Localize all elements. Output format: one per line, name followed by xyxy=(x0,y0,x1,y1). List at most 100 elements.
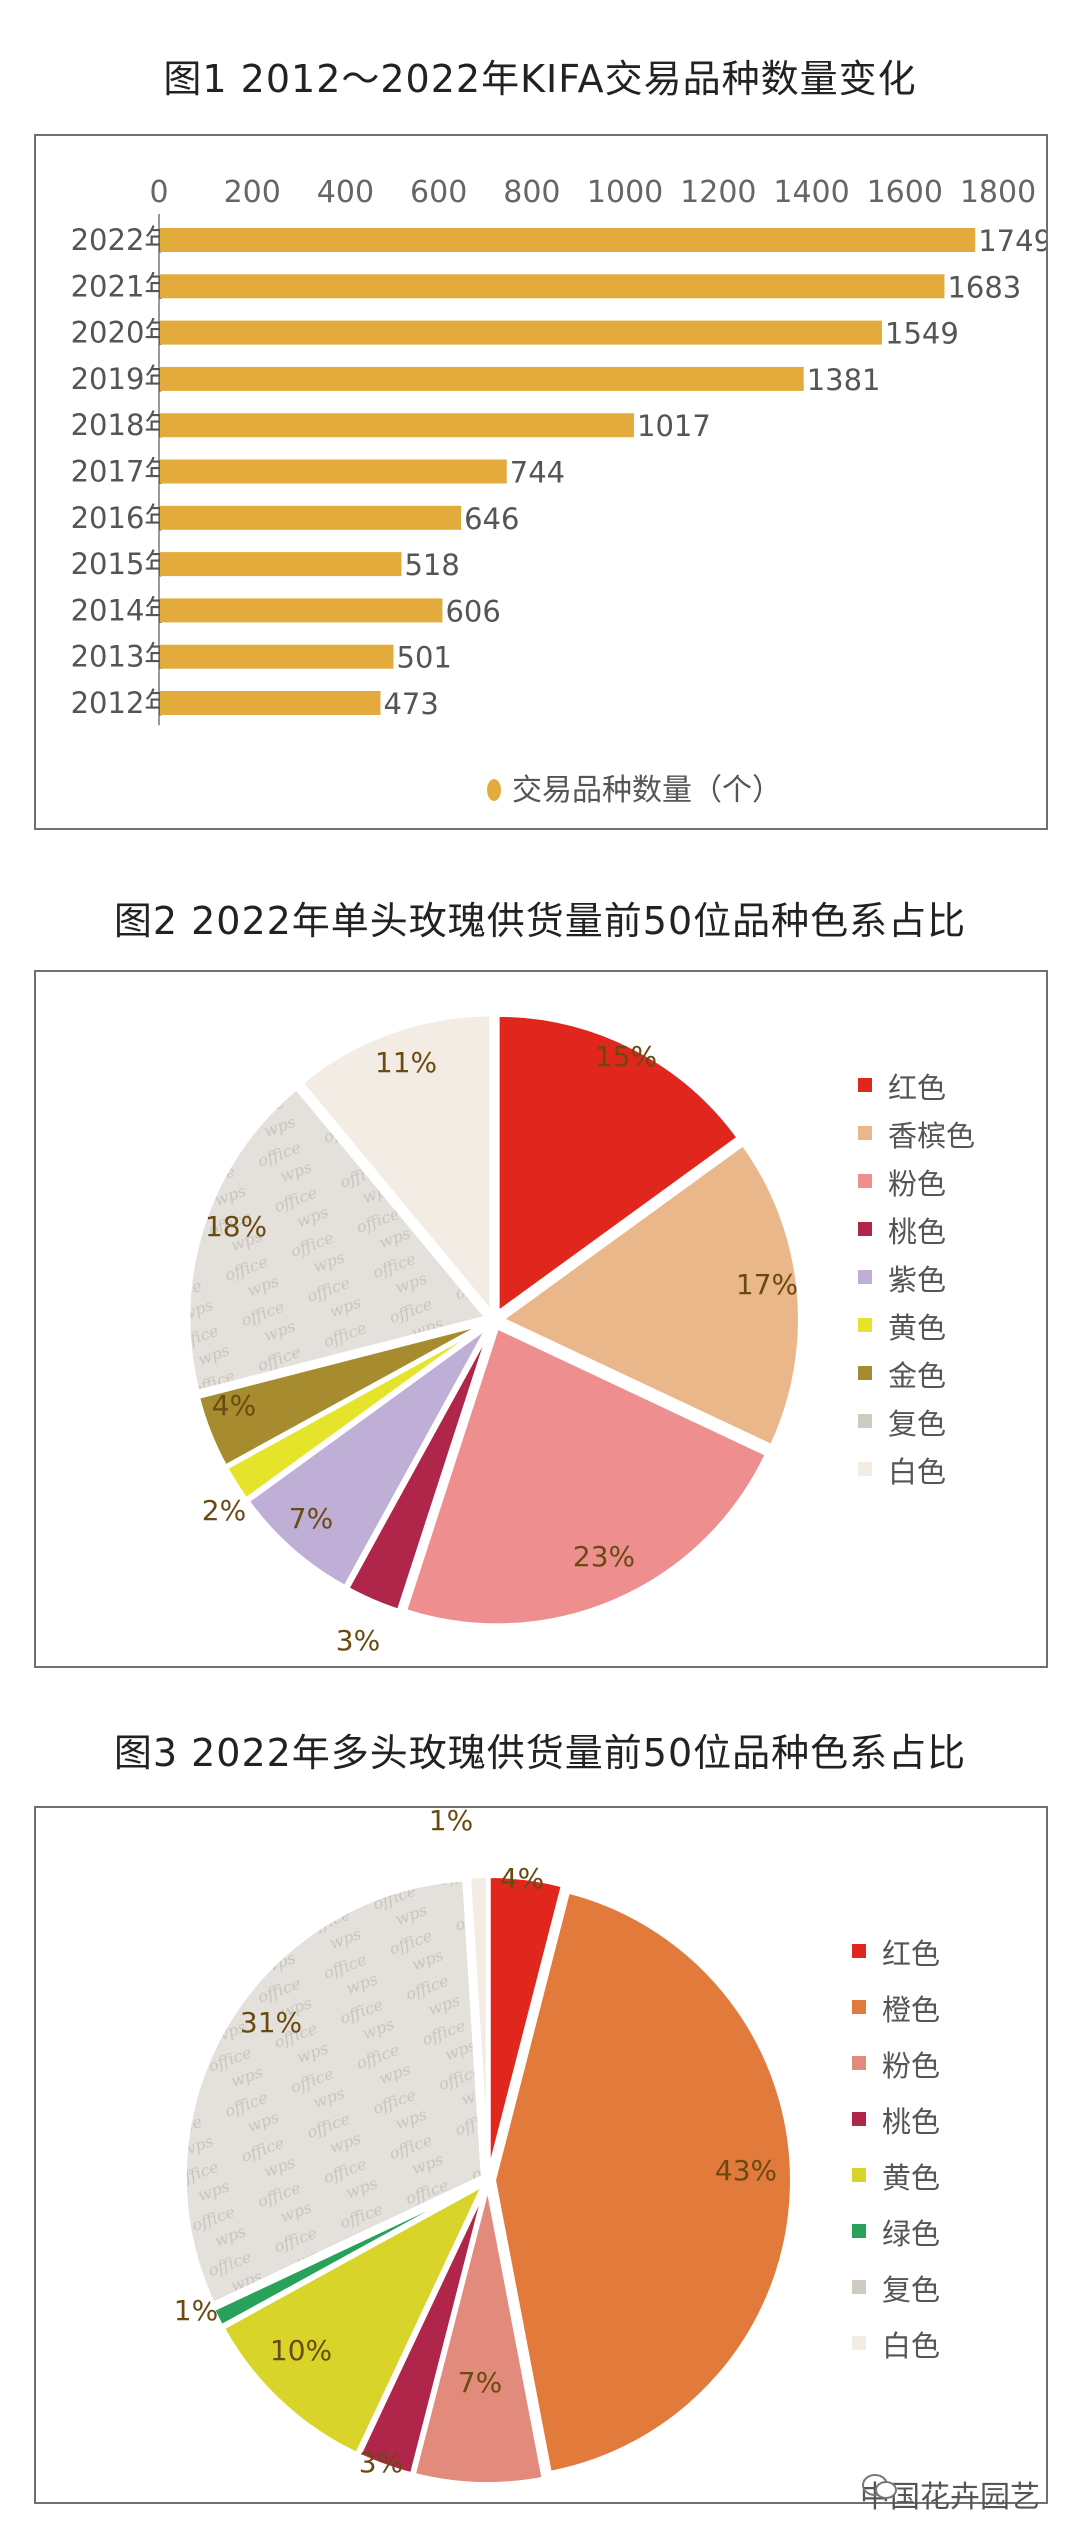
legend-swatch xyxy=(858,1174,872,1188)
category-label: 2022年 xyxy=(71,223,174,257)
legend-swatch xyxy=(852,1944,866,1958)
slice-label: 11% xyxy=(375,1046,437,1079)
slice-label: 18% xyxy=(205,1210,267,1243)
bar-value-label: 1381 xyxy=(807,363,881,397)
legend-label: 绿色 xyxy=(882,2217,940,2251)
legend-swatch xyxy=(858,1414,872,1428)
pie-slice xyxy=(244,1324,491,1590)
pie-slice xyxy=(498,1141,802,1449)
legend-swatch xyxy=(858,1222,872,1236)
slice-label: 31% xyxy=(240,2006,302,2039)
chart1-title: 图1 2012～2022年KIFA交易品种数量变化 xyxy=(163,57,917,101)
legend-label: 复色 xyxy=(888,1407,946,1441)
bar-value-label: 1017 xyxy=(637,409,711,443)
legend-label: 金色 xyxy=(888,1359,946,1393)
legend-label: 桃色 xyxy=(882,2105,940,2139)
pie-slice xyxy=(298,1012,494,1319)
legend-swatch xyxy=(852,2000,866,2014)
pie-chart-multi-head: officewps4%43%7%3%10%1%31%1%红色橙色粉色桃色黄色绿色… xyxy=(174,1808,940,2486)
bar-value-label: 1549 xyxy=(885,317,959,351)
legend-label: 粉色 xyxy=(882,2049,940,2083)
category-label: 2014年 xyxy=(71,593,174,627)
legend-swatch xyxy=(858,1270,872,1284)
legend-marker xyxy=(487,779,501,801)
legend-swatch xyxy=(858,1078,872,1092)
x-tick-label: 200 xyxy=(224,175,281,210)
bar-value-label: 1749 xyxy=(978,224,1046,258)
bar-value-label: 606 xyxy=(445,594,500,628)
legend-swatch xyxy=(858,1126,872,1140)
slice-label: 43% xyxy=(715,2154,777,2187)
category-label: 2019年 xyxy=(71,362,174,396)
category-label: 2021年 xyxy=(71,269,174,303)
legend-label: 黄色 xyxy=(888,1311,946,1345)
x-tick-label: 1000 xyxy=(587,175,663,210)
legend-label: 紫色 xyxy=(888,1263,946,1297)
legend-label: 复色 xyxy=(882,2273,940,2307)
chart3-title: 图3 2022年多头玫瑰供货量前50位品种色系占比 xyxy=(113,1731,967,1775)
bar-value-label: 473 xyxy=(383,687,438,721)
legend-swatch xyxy=(858,1366,872,1380)
slice-label: 3% xyxy=(336,1624,380,1657)
slice-label: 4% xyxy=(212,1389,256,1422)
pie-chart-single-head: officewps15%17%23%3%7%2%4%18%11%红色香槟色粉色桃… xyxy=(186,1012,975,1657)
bar xyxy=(160,644,394,669)
legend-label: 黄色 xyxy=(882,2161,940,2195)
slice-label: 10% xyxy=(270,2334,332,2367)
x-tick-label: 1200 xyxy=(680,175,756,210)
pie-slice xyxy=(356,2184,488,2477)
legend-swatch xyxy=(858,1318,872,1332)
bar xyxy=(160,505,462,530)
category-label: 2012年 xyxy=(71,686,174,720)
bar-value-label: 518 xyxy=(404,548,459,582)
chart2-title: 图2 2022年单头玫瑰供货量前50位品种色系占比 xyxy=(113,899,967,943)
legend-swatch xyxy=(852,2056,866,2070)
category-label: 2013年 xyxy=(71,640,174,674)
bar xyxy=(160,413,635,438)
slice-label: 1% xyxy=(429,1808,473,1837)
pie-slice xyxy=(411,2185,546,2486)
category-label: 2017年 xyxy=(71,455,174,489)
bar xyxy=(160,228,976,252)
slice-label: 7% xyxy=(458,2366,502,2399)
legend-label: 橙色 xyxy=(882,1993,940,2027)
slice-label: 23% xyxy=(573,1540,635,1573)
legend-swatch xyxy=(852,2224,866,2238)
slice-label: 4% xyxy=(500,1862,544,1895)
bar-value-label: 744 xyxy=(510,456,565,490)
legend-swatch xyxy=(852,2336,866,2350)
legend-label: 香槟色 xyxy=(888,1119,975,1153)
pie-slice xyxy=(402,1324,770,1628)
pie-slice xyxy=(344,1326,493,1614)
slice-label: 17% xyxy=(736,1268,798,1301)
x-tick-label: 1800 xyxy=(960,175,1036,210)
pie-slice xyxy=(466,1874,490,2175)
bar xyxy=(160,366,804,391)
category-label: 2020年 xyxy=(71,316,174,350)
bar xyxy=(160,552,402,577)
x-tick-label: 400 xyxy=(317,175,374,210)
slice-label: 15% xyxy=(595,1040,657,1073)
pie-slice xyxy=(210,2180,484,2330)
category-label: 2015年 xyxy=(71,547,174,581)
x-tick-label: 800 xyxy=(503,175,560,210)
bar-chart: 0 200 400 600 800 1000 1200 1400 1600 1800 2022年 17… xyxy=(71,175,1046,808)
legend-label: 桃色 xyxy=(888,1215,946,1249)
x-tick-label: 1600 xyxy=(867,175,943,210)
chart2-panel: officewps15%17%23%3%7%2%4%18%11%红色香槟色粉色桃… xyxy=(34,970,1048,1668)
slice-label: 3% xyxy=(359,2446,403,2479)
pie-slice xyxy=(220,2179,489,2457)
wechat-icon xyxy=(862,2474,897,2499)
slice-label: 7% xyxy=(289,1502,333,1535)
slice-label: 2% xyxy=(202,1494,246,1527)
bar xyxy=(160,274,945,299)
chart3-panel: officewps4%43%7%3%10%1%31%1%红色橙色粉色桃色黄色绿色… xyxy=(34,1806,1048,2504)
pie-slice xyxy=(495,1012,742,1317)
bar xyxy=(160,459,507,484)
legend-label: 红色 xyxy=(882,1937,940,1971)
bar xyxy=(160,320,883,345)
x-tick-label: 600 xyxy=(410,175,467,210)
pie-slice xyxy=(491,1889,794,2476)
legend-label: 交易品种数量（个） xyxy=(512,773,782,808)
legend-label: 粉色 xyxy=(888,1167,946,1201)
